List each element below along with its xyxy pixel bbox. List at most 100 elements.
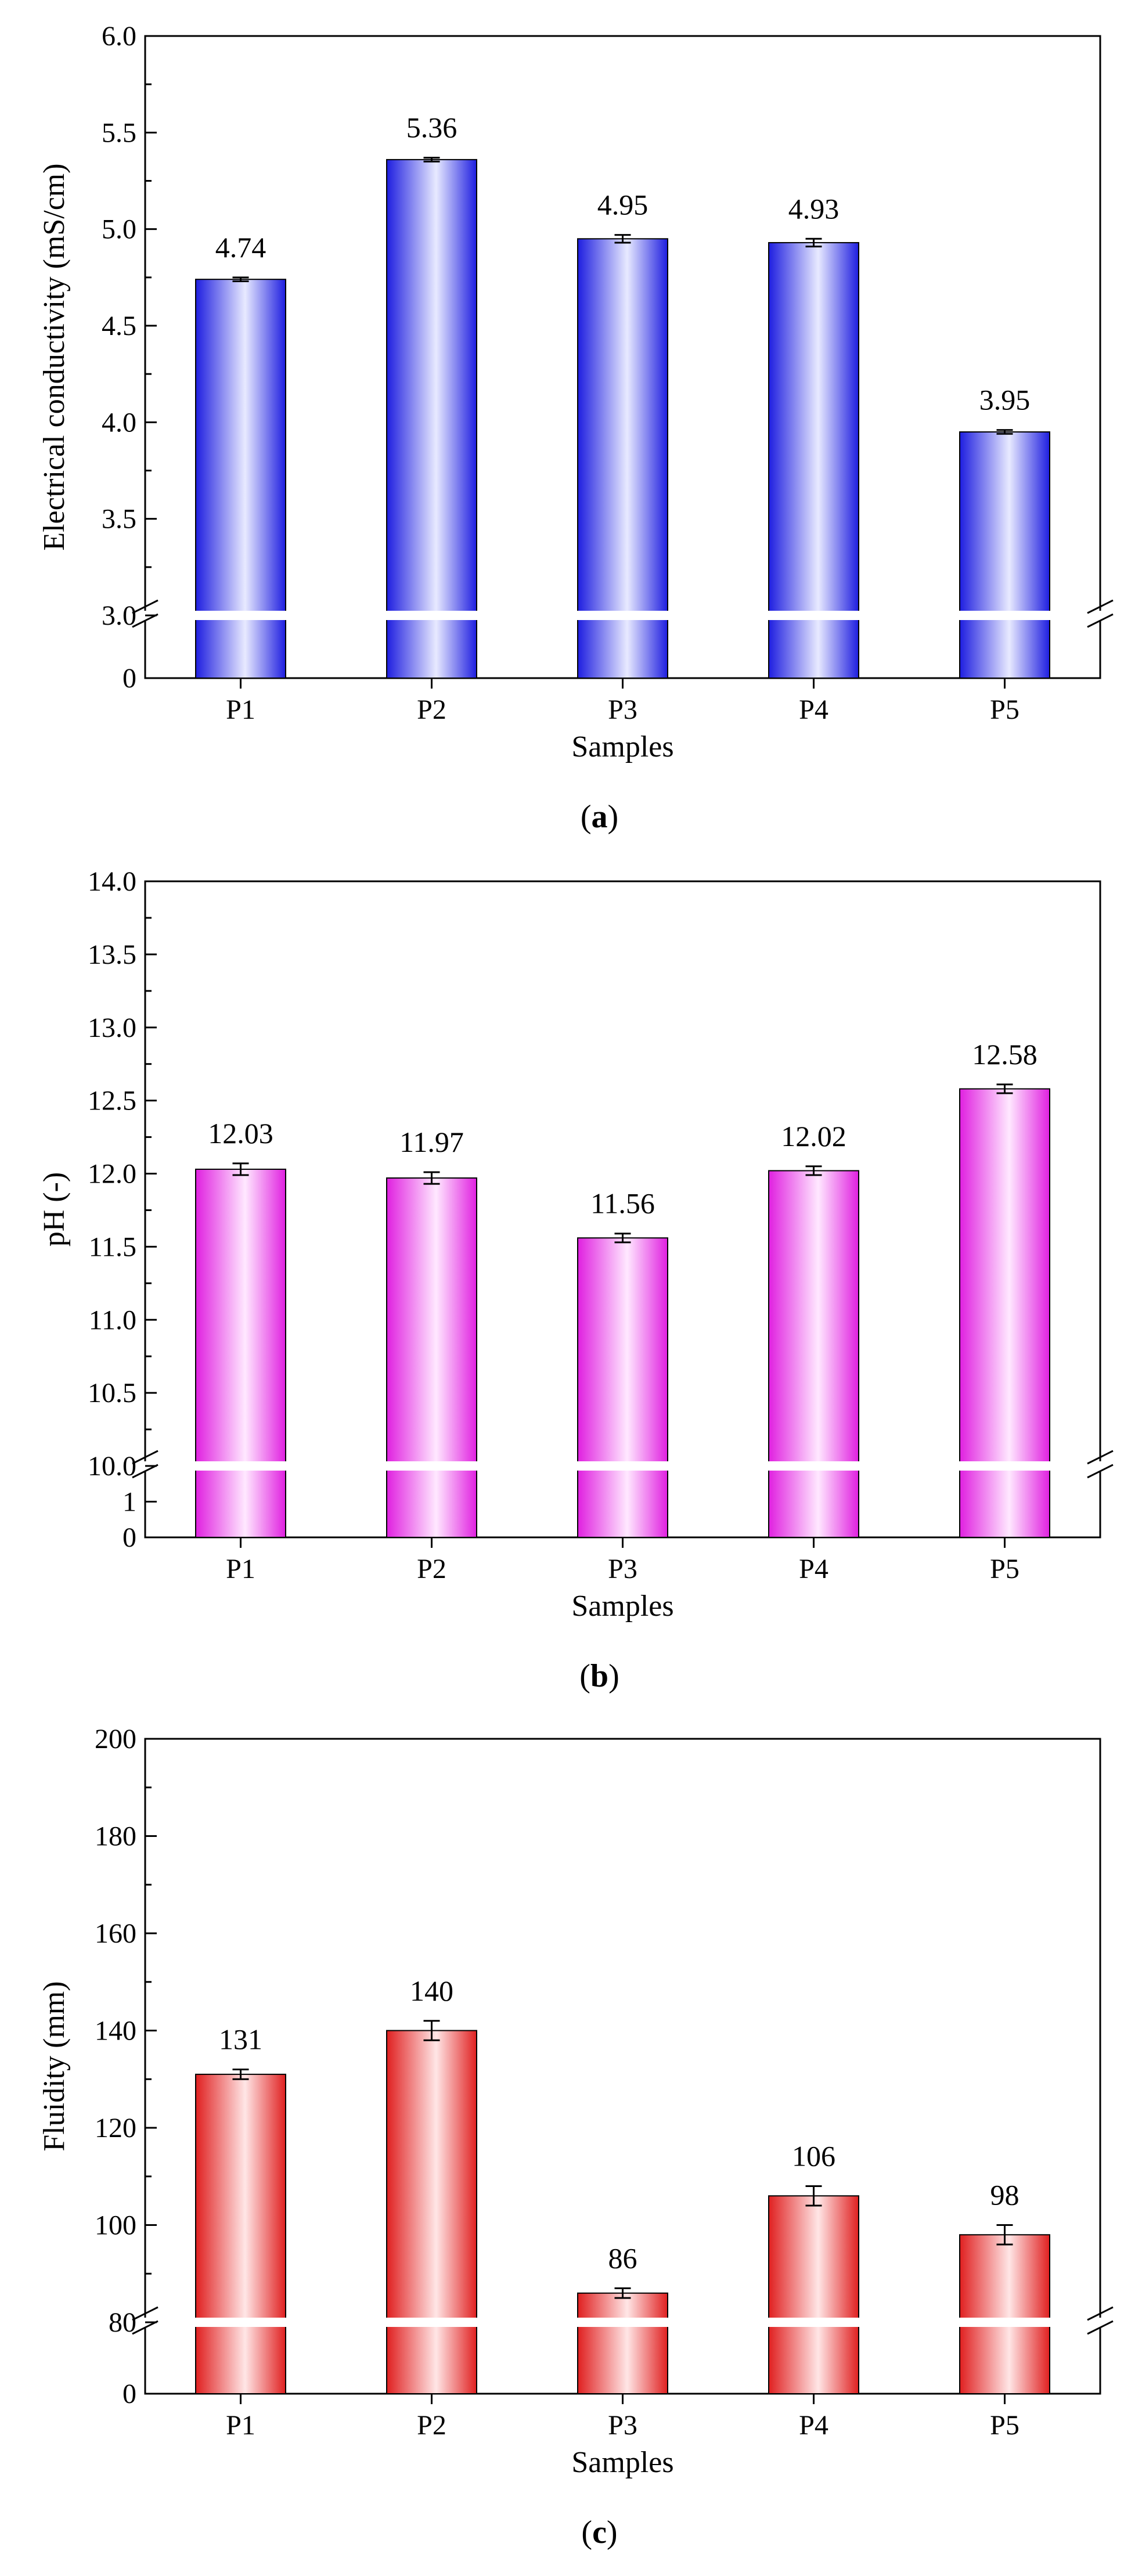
error-bar-p2 [423, 1171, 440, 1185]
data-label-p1: 4.74 [215, 231, 266, 264]
y-tick-label: 80 [109, 2307, 136, 2338]
error-bar-p5 [996, 2224, 1013, 2246]
axis-break-band [146, 2318, 1099, 2327]
x-tick-label-p5: P5 [990, 694, 1019, 725]
x-tick-label-p1: P1 [226, 2410, 255, 2441]
data-label-p3: 4.95 [597, 189, 649, 221]
y-tick-label: 4.0 [102, 407, 136, 438]
error-bar-p3 [614, 2287, 631, 2299]
y-tick-label: 0 [123, 1522, 136, 1553]
data-label-p4: 12.02 [781, 1120, 846, 1152]
error-bar-p1 [232, 2069, 249, 2080]
data-label-p5: 3.95 [979, 384, 1031, 416]
axis-break-left [132, 1450, 158, 1479]
bar-p3 [577, 2292, 668, 2394]
y-axis-title: Fluidity (mm) [38, 1981, 71, 2151]
axis-break-right [1087, 2306, 1114, 2335]
x-tick-label-p4: P4 [799, 1554, 828, 1584]
y-tick-label: 12.0 [88, 1159, 136, 1190]
panel-caption: (c) [581, 2514, 617, 2550]
axis-break-left [132, 599, 158, 628]
panel-caption: (b) [579, 1658, 619, 1694]
error-bar-p4 [805, 2185, 822, 2207]
bar-p2 [386, 1177, 477, 1538]
axis-break-right [1087, 1450, 1114, 1479]
axis-break-band [146, 611, 1099, 620]
y-tick-label: 3.0 [102, 600, 136, 631]
error-bar-p4 [805, 1165, 822, 1176]
bar-p1 [195, 1168, 286, 1538]
bar-p3 [577, 1237, 668, 1538]
y-tick-label: 140 [95, 2016, 136, 2047]
data-label-p3: 11.56 [590, 1187, 655, 1220]
x-axis-title: Samples [571, 730, 673, 763]
x-tick-label-p3: P3 [608, 2410, 637, 2441]
caption-open: ( [581, 799, 592, 835]
bar-p4 [768, 1170, 859, 1538]
y-tick-label: 13.5 [88, 939, 136, 970]
y-tick-label: 14.0 [88, 866, 136, 897]
chart-panel-3: 131 P1 140 P2 86 P3 106 P4 98 P5 80 100 120 140 160 180… [38, 1724, 1114, 2550]
data-label-p4: 4.93 [788, 192, 840, 225]
y-tick-label: 100 [95, 2210, 136, 2241]
x-tick-label-p2: P2 [417, 694, 446, 725]
data-label-p3: 86 [608, 2242, 637, 2274]
y-tick-label: 12.5 [88, 1086, 136, 1116]
caption-close: ) [608, 799, 619, 835]
y-tick-label: 0 [123, 663, 136, 694]
data-label-p5: 98 [990, 2179, 1019, 2211]
y-axis-title: Electrical conductivity (mS/cm) [38, 163, 71, 550]
y-tick-label: 13.0 [88, 1013, 136, 1043]
y-tick-label: 10.0 [88, 1451, 136, 1482]
x-tick-label-p2: P2 [417, 1554, 446, 1584]
x-axis-title: Samples [571, 2446, 673, 2479]
x-tick-label-p5: P5 [990, 2410, 1019, 2441]
x-tick-label-p3: P3 [608, 1554, 637, 1584]
error-bar-p1 [232, 1162, 249, 1176]
y-tick-label: 180 [95, 1821, 136, 1852]
chart-panel-2: 12.03 P1 11.97 P2 11.56 P3 12.02 P4 12.58 P5 10.0 1… [38, 866, 1114, 1694]
x-tick-label-p4: P4 [799, 694, 828, 725]
y-tick-label: 5.5 [102, 117, 136, 148]
bar-p5 [959, 2234, 1050, 2394]
data-label-p5: 12.58 [972, 1038, 1037, 1071]
error-bar-p4 [805, 237, 822, 248]
y-tick-label: 200 [95, 1724, 136, 1754]
x-tick-label-p3: P3 [608, 694, 637, 725]
axis-break-left [132, 2306, 158, 2335]
axis-break-band [146, 1461, 1099, 1471]
y-tick-label: 3.5 [102, 504, 136, 535]
caption-open: ( [581, 2514, 592, 2550]
x-axis-title: Samples [571, 1590, 673, 1623]
caption-close: ) [607, 2514, 618, 2550]
error-bar-p2 [423, 2020, 440, 2041]
caption-open: ( [579, 1658, 590, 1694]
x-tick-label-p5: P5 [990, 1554, 1019, 1584]
x-tick-label-p4: P4 [799, 2410, 828, 2441]
bar-p1 [195, 2073, 286, 2394]
caption-close: ) [608, 1658, 619, 1694]
y-tick-label: 11.5 [89, 1231, 136, 1262]
data-label-p2: 11.97 [399, 1126, 464, 1158]
data-label-p2: 140 [410, 1975, 453, 2007]
y-tick-label: 4.5 [102, 311, 136, 341]
y-tick-label: 11.0 [89, 1305, 136, 1335]
axis-break-right [1087, 599, 1114, 628]
y-tick-label: 6.0 [102, 21, 136, 52]
data-label-p4: 106 [792, 2140, 835, 2173]
y-tick-label: 10.5 [88, 1378, 136, 1408]
y-tick-label: 160 [95, 1918, 136, 1949]
data-label-p1: 12.03 [208, 1117, 273, 1150]
y-tick-label: 0 [123, 2379, 136, 2409]
bar-p4 [768, 2195, 859, 2394]
error-bar-p2 [423, 157, 440, 163]
bar-p2 [386, 158, 477, 679]
bar-p2 [386, 2030, 477, 2394]
y-axis-title: pH (-) [38, 1172, 71, 1247]
x-tick-label-p1: P1 [226, 694, 255, 725]
error-bar-p5 [996, 429, 1013, 435]
panel-caption: (a) [581, 799, 618, 835]
error-bar-p3 [614, 1233, 631, 1244]
x-tick-label-p2: P2 [417, 2410, 446, 2441]
